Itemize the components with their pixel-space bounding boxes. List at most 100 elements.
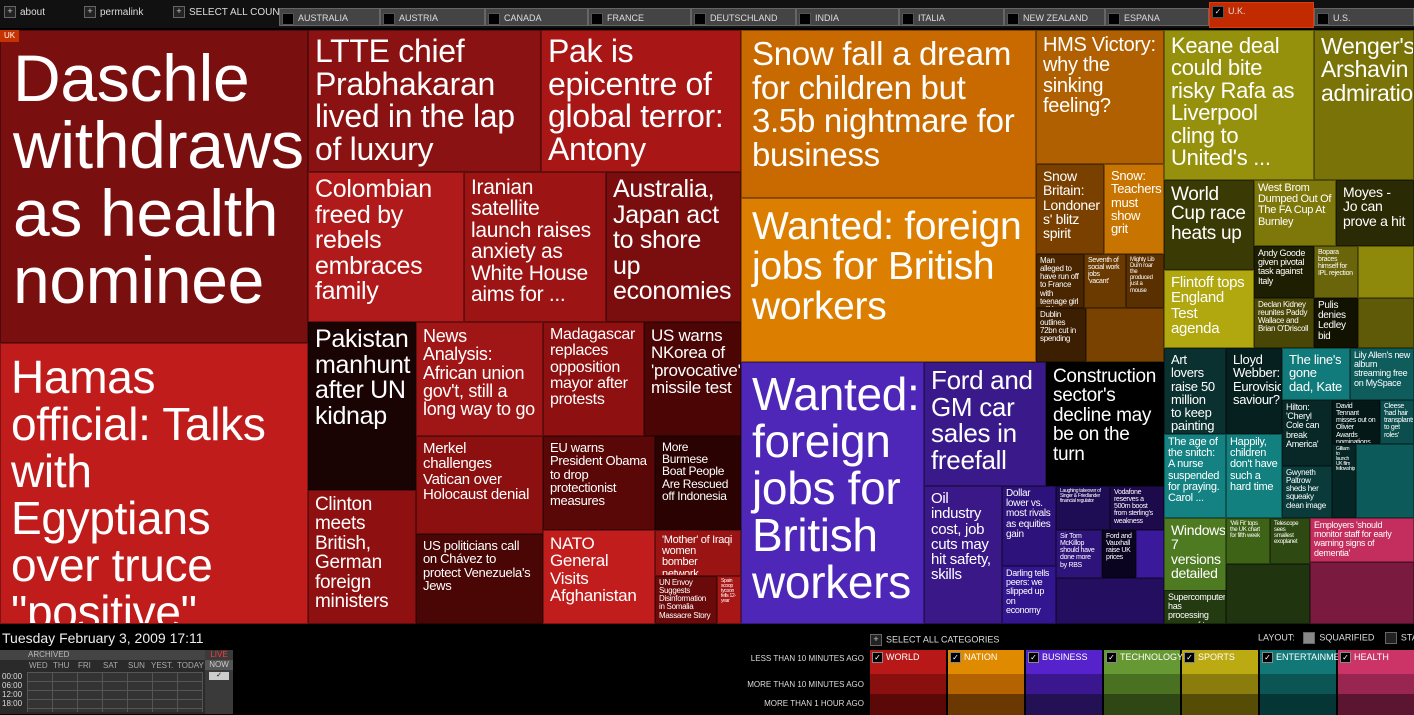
story-tile[interactable]: Daschle withdraws as health nominee [0, 30, 308, 343]
story-tile[interactable]: Ford and GM car sales in freefall [924, 362, 1046, 486]
radio-icon[interactable] [1303, 632, 1316, 644]
story-tile[interactable]: Pulis denies Ledley bid [1314, 298, 1358, 348]
story-tile[interactable]: Hilton: 'Cheryl Cole can break America' [1282, 400, 1332, 466]
story-tile[interactable]: EU warns President Obama to drop protect… [543, 436, 655, 530]
select-all-countries[interactable]: + SELECT ALL COUNTRIES [173, 4, 309, 22]
story-tile[interactable]: News Analysis: African union gov't, stil… [416, 322, 543, 436]
story-tile[interactable]: Wenger's Arshavin admiration [1314, 30, 1414, 180]
country-tab-deutschland[interactable]: DEUTSCHLAND [691, 8, 796, 26]
country-tab-austria[interactable]: AUSTRIA [380, 8, 485, 26]
story-tile[interactable]: 'Wii Fit' tops the UK chart for fifth we… [1226, 518, 1270, 564]
story-tile[interactable]: LTTE chief Prabhakaran lived in the lap … [308, 30, 541, 172]
category-toggle-business[interactable]: ✓ BUSINESS [1026, 650, 1102, 674]
story-tile[interactable]: Snow: Teachers must show grit [1104, 164, 1164, 254]
country-tab-us[interactable]: U.S. [1314, 8, 1414, 26]
story-tile[interactable]: The line's gone dad, Kate [1282, 348, 1350, 400]
story-tile-small[interactable] [1136, 530, 1164, 578]
about-link[interactable]: + about [4, 4, 45, 22]
country-tab-espana[interactable]: ESPANA [1105, 8, 1209, 26]
story-tile[interactable]: West Brom Dumped Out Of The FA Cup At Bu… [1254, 180, 1336, 246]
story-tile[interactable]: Lily Allen's new album streaming free on… [1350, 348, 1414, 400]
story-tile[interactable]: UN Envoy Suggests Disinformation in Soma… [655, 576, 717, 624]
story-tile[interactable]: Gwyneth Paltrow sheds her squeaky clean … [1282, 466, 1332, 518]
story-tile[interactable]: Oil industry cost, job cuts may hit safe… [924, 486, 1002, 624]
story-tile[interactable]: Man alleged to have run off to France wi… [1036, 254, 1084, 308]
story-tile-small[interactable] [1086, 308, 1164, 362]
story-tile[interactable]: Moyes - Jo can prove a hit [1336, 180, 1414, 246]
story-tile[interactable]: Merkel challenges Vatican over Holocaust… [416, 436, 543, 534]
country-tab-uk[interactable]: ✓ U.K. [1209, 2, 1314, 28]
story-tile[interactable]: Mighty Lib Dum roar the produced just a … [1126, 254, 1164, 308]
story-tile[interactable]: Vodafone reserves a 500m boost from ster… [1110, 486, 1164, 530]
story-tile[interactable]: Dollar lower vs. most rivals as equities… [1002, 486, 1056, 566]
story-tile[interactable]: Declan Kidney reunites Paddy Wallace and… [1254, 298, 1314, 348]
checkmark-icon[interactable]: ✓ [209, 672, 229, 680]
story-tile[interactable]: More Burmese Boat People Are Rescued off… [655, 436, 741, 530]
archive-timeline[interactable]: ARCHIVED WED THU FRI SAT SUN YEST. TODAY… [0, 650, 205, 714]
story-tile[interactable]: Iranian satellite launch raises anxiety … [464, 172, 606, 322]
story-tile[interactable]: Laughing takeover of Singer & Friedlande… [1056, 486, 1110, 530]
story-tile-small[interactable] [1310, 562, 1414, 624]
country-tab-new-zealand[interactable]: NEW ZEALAND [1004, 8, 1105, 26]
story-tile[interactable]: Supercomputer has processing power of tw… [1164, 590, 1226, 624]
country-tab-india[interactable]: INDIA [796, 8, 899, 26]
story-tile[interactable]: Gilliam to launch UK film fellowship [1332, 444, 1356, 518]
story-tile[interactable]: Pak is epicentre of global terror: Anton… [541, 30, 741, 172]
live-column[interactable]: LIVE NOW ✓ [205, 650, 233, 714]
category-toggle-health[interactable]: ✓ HEALTH [1338, 650, 1414, 674]
story-tile[interactable]: Construction sector's decline may be on … [1046, 362, 1164, 486]
story-tile[interactable]: Bopara braces himself for IPL rejection [1314, 246, 1358, 298]
story-tile-small[interactable] [1358, 246, 1414, 298]
story-tile[interactable]: Clinton meets British, German foreign mi… [308, 490, 416, 624]
story-tile[interactable]: US warns NKorea of 'provocative' missile… [644, 322, 741, 436]
story-tile[interactable]: The age of the snitch: A nurse suspended… [1164, 434, 1226, 518]
story-tile[interactable]: Colombian freed by rebels embraces famil… [308, 172, 464, 322]
story-tile[interactable]: Spain scoop tycoon fells 12-year [717, 576, 741, 624]
story-tile[interactable]: HMS Victory: why the sinking feeling? [1036, 30, 1164, 164]
story-tile[interactable]: Dublin outlines 72bn cut in spending [1036, 308, 1086, 362]
story-tile[interactable]: Hamas official: Talks with Egyptians ove… [0, 343, 308, 624]
story-tile[interactable]: Ford and Vauxhall raise UK prices [1102, 530, 1136, 578]
story-tile[interactable]: Snow Britain: Londoner s' blitz spirit [1036, 164, 1104, 254]
country-tab-france[interactable]: FRANCE [588, 8, 691, 26]
category-toggle-nation[interactable]: ✓ NATION [948, 650, 1024, 674]
category-toggle-entertainment[interactable]: ✓ ENTERTAINMENT [1260, 650, 1352, 674]
story-tile[interactable]: Sir Tom McKillop should have done more b… [1056, 530, 1102, 578]
story-tile[interactable]: Art lovers raise 50 million to keep pain… [1164, 348, 1226, 434]
story-tile[interactable]: 'Mother' of Iraqi women bomber network a… [655, 530, 741, 576]
story-tile[interactable]: Cleese 'had hair transplants to get role… [1380, 400, 1414, 444]
country-tab-italia[interactable]: ITALIA [899, 8, 1004, 26]
story-tile[interactable]: Lloyd Webber: Eurovision saviour? [1226, 348, 1282, 434]
story-tile[interactable]: NATO General Visits Afghanistan [543, 530, 655, 624]
story-tile[interactable]: Pakistan manhunt after UN kidnap [308, 322, 416, 490]
story-tile[interactable]: Employers 'should monitor staff for earl… [1310, 518, 1414, 562]
story-tile[interactable]: Wanted: foreign jobs for British workers [741, 198, 1036, 362]
story-tile[interactable]: Keane deal could bite risky Rafa as Live… [1164, 30, 1314, 180]
story-tile[interactable]: David Tennant misses out on Olivier Awar… [1332, 400, 1380, 444]
story-tile-small[interactable] [1226, 564, 1310, 624]
story-tile[interactable]: Seventh of social work jobs 'vacant' [1084, 254, 1126, 308]
archive-grid[interactable] [27, 672, 203, 712]
story-tile[interactable]: World Cup race heats up [1164, 180, 1254, 270]
category-toggle-sports[interactable]: ✓ SPORTS [1182, 650, 1258, 674]
story-tile[interactable]: Madagascar replaces opposition mayor aft… [543, 322, 644, 436]
select-all-categories[interactable]: + SELECT ALL CATEGORIES [870, 634, 999, 646]
story-tile[interactable]: Andy Goode given pivotal task against It… [1254, 246, 1314, 298]
story-tile-small[interactable] [1056, 578, 1164, 624]
country-tab-australia[interactable]: AUSTRALIA [279, 8, 380, 26]
story-tile[interactable]: Wanted: foreign jobs for British workers [741, 362, 924, 624]
category-toggle-technology[interactable]: ✓ TECHNOLOGY [1104, 650, 1183, 674]
category-toggle-world[interactable]: ✓ WORLD [870, 650, 946, 674]
story-tile-small[interactable] [1358, 298, 1414, 348]
story-tile[interactable]: Snow fall a dream for children but 3.5b … [741, 30, 1036, 198]
story-tile[interactable]: US politicians call on Chávez to protect… [416, 534, 543, 624]
layout-option-squarified[interactable]: SQUARIFIED [1319, 632, 1375, 643]
story-tile-small[interactable] [1356, 444, 1414, 518]
story-tile[interactable]: Australia, Japan act to shore up economi… [606, 172, 741, 322]
layout-option-standard[interactable]: STANDARD [1400, 632, 1414, 643]
story-tile[interactable]: Flintoff tops England Test agenda [1164, 270, 1254, 348]
country-tab-canada[interactable]: CANADA [485, 8, 588, 26]
story-tile[interactable]: Darling tells peers: we slipped up on ec… [1002, 566, 1056, 624]
story-tile[interactable]: Happily, children don't have such a hard… [1226, 434, 1282, 518]
radio-icon[interactable] [1384, 632, 1397, 644]
